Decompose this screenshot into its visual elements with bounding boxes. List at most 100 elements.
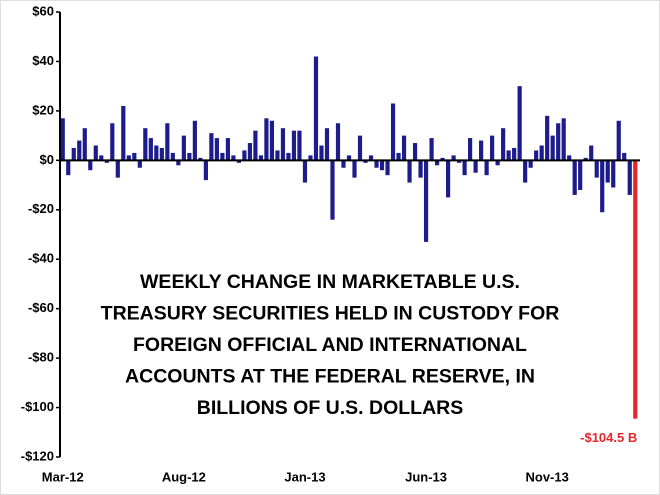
bar [468, 138, 473, 161]
x-tick-label: Jan-13 [284, 469, 325, 484]
bar [71, 147, 76, 161]
bar [457, 160, 462, 163]
bar [385, 160, 390, 176]
annotation: TREASURY SECURITIES HELD IN CUSTODY FOR [101, 303, 560, 325]
bar [143, 128, 148, 161]
bar [346, 155, 352, 161]
y-tick-label: $20 [32, 102, 54, 117]
bar [429, 138, 434, 161]
bar [187, 152, 192, 161]
bar [66, 160, 71, 176]
bar [528, 160, 533, 168]
bar [550, 135, 555, 161]
bar [556, 123, 561, 161]
bar [462, 160, 467, 176]
x-tick-label: Mar-12 [42, 469, 84, 484]
annotation: FOREIGN OFFICIAL AND INTERNATIONAL [133, 334, 527, 356]
bar [330, 160, 335, 220]
bar [203, 160, 208, 181]
bar [181, 135, 186, 161]
bar [115, 160, 120, 178]
bar [192, 120, 197, 161]
y-tick-label: -$100 [21, 399, 54, 414]
bar [390, 103, 396, 161]
bar [258, 155, 264, 161]
bar [357, 135, 363, 161]
y-tick-label: -$40 [28, 251, 54, 266]
bar [104, 160, 109, 163]
bar [253, 130, 258, 161]
bar [633, 160, 638, 419]
bar [225, 138, 230, 161]
bar [490, 135, 495, 161]
y-tick-label: -$60 [28, 300, 54, 315]
bar [165, 123, 170, 161]
bar [275, 150, 280, 161]
bar [479, 140, 484, 161]
bar [341, 160, 346, 168]
bar [611, 160, 616, 188]
bar [99, 155, 104, 161]
bar [605, 160, 610, 183]
bar [445, 160, 451, 198]
annotation: BILLIONS OF U.S. DOLLARS [197, 397, 464, 419]
bar [412, 143, 418, 161]
x-tick-label: Nov-13 [525, 469, 568, 484]
bar [583, 157, 588, 161]
bar [506, 150, 511, 161]
bar [627, 160, 632, 195]
bar [93, 145, 98, 161]
bar [578, 160, 583, 190]
x-tick-label: Aug-12 [162, 469, 206, 484]
bar [484, 160, 489, 176]
bar [264, 118, 269, 161]
bar [434, 160, 440, 166]
bar [368, 155, 374, 161]
bar [423, 160, 429, 242]
bar [451, 155, 456, 161]
annotation: WEEKLY CHANGE IN MARKETABLE U.S. [140, 271, 520, 293]
bar [159, 147, 164, 161]
bar [308, 155, 313, 161]
bar [242, 150, 247, 161]
bar [616, 120, 621, 161]
bar [302, 160, 308, 183]
bar [154, 145, 159, 161]
bar [567, 155, 572, 161]
bar [214, 138, 219, 161]
y-tick-label: -$120 [21, 448, 54, 463]
bar [269, 120, 275, 161]
y-tick-label: $40 [32, 53, 54, 68]
bar [534, 150, 539, 161]
y-tick-label: $60 [32, 3, 54, 18]
y-tick-label: -$80 [28, 350, 54, 365]
bar [236, 160, 241, 163]
bar [319, 145, 324, 161]
bar [280, 128, 286, 161]
bar [440, 157, 445, 161]
bar [148, 138, 153, 161]
bar [545, 115, 550, 161]
bar [594, 160, 599, 178]
bar [374, 160, 379, 168]
bar [517, 86, 522, 161]
bar [561, 118, 566, 161]
bar [82, 128, 87, 161]
bar [176, 160, 181, 166]
bar [77, 140, 82, 161]
bar [137, 160, 142, 168]
bar [363, 160, 368, 163]
bar [297, 130, 302, 161]
bar [60, 118, 65, 161]
bar [589, 145, 594, 161]
bar [418, 160, 423, 178]
x-tick-label: Jun-13 [405, 469, 447, 484]
bar [132, 152, 137, 161]
annotation: ACCOUNTS AT THE FEDERAL RESERVE, IN [125, 366, 535, 388]
bar [407, 160, 412, 183]
bar [335, 123, 341, 161]
bar [401, 135, 407, 161]
bar [126, 155, 131, 161]
bar [209, 133, 214, 161]
